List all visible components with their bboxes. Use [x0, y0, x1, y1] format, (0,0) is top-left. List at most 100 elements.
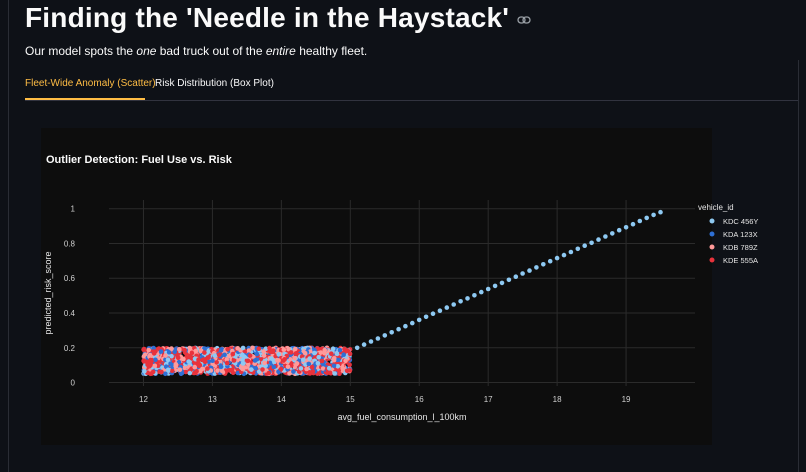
data-point: [499, 280, 505, 286]
data-point: [603, 234, 608, 239]
data-point: [281, 358, 286, 363]
data-point: [181, 356, 186, 362]
data-point: [205, 366, 210, 371]
data-point: [334, 350, 340, 356]
data-point: [331, 363, 337, 369]
data-point: [205, 355, 211, 361]
data-point: [306, 361, 312, 367]
data-point: [270, 348, 276, 353]
data-point: [485, 286, 491, 292]
data-point: [347, 368, 353, 373]
data-point: [250, 345, 255, 351]
chart-panel[interactable]: Outlier Detection: Fuel Use vs. Risk 0 0.…: [41, 128, 758, 445]
data-point: [218, 364, 224, 370]
x-tick-label: 18: [553, 395, 562, 404]
data-point: [253, 365, 258, 371]
data-point: [389, 330, 395, 335]
data-point: [214, 360, 219, 365]
page-subtitle: Our model spots the one bad truck out of…: [25, 44, 367, 58]
data-point: [396, 326, 401, 332]
data-point: [561, 252, 567, 258]
data-point: [287, 357, 293, 362]
data-point: [312, 350, 317, 356]
scatter-chart[interactable]: 0 0.2 0.4 0.6 0.8 1 12 13 14 15 16 17 18 19 avg_fuel_c…: [41, 128, 758, 445]
data-point: [256, 346, 262, 351]
data-point: [354, 345, 360, 351]
data-point: [172, 349, 177, 355]
tab-risk-distribution[interactable]: Risk Distribution (Box Plot): [155, 78, 274, 89]
data-point: [249, 367, 254, 372]
data-point: [300, 357, 306, 363]
subtitle-emphasis-entire: entire: [265, 44, 296, 58]
x-tick-label: 16: [415, 395, 424, 404]
data-point: [547, 258, 553, 264]
data-point: [541, 262, 546, 267]
left-divider: [8, 0, 9, 472]
data-point: [281, 347, 287, 352]
data-point: [202, 350, 207, 355]
data-point: [148, 353, 154, 359]
x-axis-label: avg_fuel_consumption_l_100km: [337, 412, 466, 422]
data-point: [322, 347, 328, 353]
data-point: [216, 352, 222, 357]
data-point: [310, 369, 316, 374]
data-point: [330, 346, 336, 351]
data-point: [437, 308, 443, 313]
data-point: [256, 369, 262, 374]
data-point: [492, 283, 498, 289]
data-point: [215, 368, 220, 373]
data-point: [403, 323, 408, 329]
link-icon[interactable]: [517, 12, 531, 30]
data-point: [189, 350, 195, 356]
tab-fleet-wide-anomaly[interactable]: Fleet-Wide Anomaly (Scatter): [25, 78, 156, 89]
legend-marker: [709, 257, 715, 263]
data-point: [410, 320, 415, 326]
data-point: [315, 361, 321, 366]
data-point: [225, 346, 230, 352]
data-point: [182, 365, 187, 371]
data-point: [271, 364, 277, 370]
x-tick-label: 19: [622, 395, 631, 404]
data-point: [307, 356, 313, 361]
data-point: [254, 351, 260, 357]
data-point: [416, 317, 422, 323]
y-tick-label: 0.2: [64, 344, 76, 353]
data-point: [155, 363, 161, 369]
data-point: [298, 366, 304, 371]
data-point: [331, 357, 337, 363]
data-point: [175, 355, 181, 361]
data-point: [458, 299, 463, 304]
data-point: [177, 367, 183, 372]
data-point: [261, 349, 266, 354]
data-point: [444, 305, 450, 310]
data-point: [177, 347, 182, 352]
data-point: [320, 366, 326, 371]
data-point: [292, 356, 297, 361]
x-tick-label: 17: [484, 395, 493, 404]
data-point: [326, 365, 332, 371]
data-point: [527, 268, 532, 273]
data-point: [219, 368, 225, 374]
data-point: [166, 349, 172, 355]
data-point: [534, 265, 539, 270]
data-point: [318, 350, 324, 355]
page-title: Finding the 'Needle in the Haystack': [25, 2, 510, 33]
page-header: Finding the 'Needle in the Haystack': [25, 2, 531, 34]
data-point: [169, 353, 174, 359]
data-point: [288, 350, 294, 355]
data-point: [451, 302, 457, 307]
data-point: [158, 349, 164, 354]
data-point: [169, 346, 174, 351]
data-point: [293, 346, 298, 352]
data-point: [262, 360, 267, 366]
data-point: [589, 240, 594, 246]
y-tick-label: 0.8: [64, 239, 76, 248]
data-point: [146, 347, 151, 353]
data-point: [596, 237, 601, 242]
y-tick-label: 1: [71, 205, 76, 214]
data-point: [252, 358, 258, 363]
data-point: [153, 357, 158, 363]
data-point: [658, 209, 663, 215]
data-point: [616, 227, 622, 233]
data-point: [193, 348, 199, 354]
